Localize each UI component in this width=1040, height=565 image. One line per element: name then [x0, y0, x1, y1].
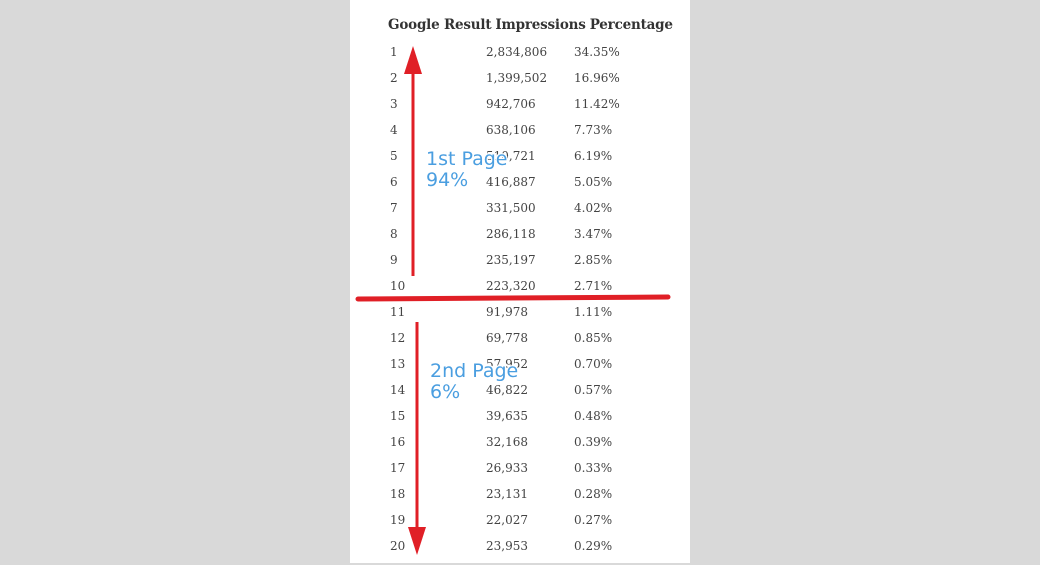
table-row: 9 235,197 2.85%: [350, 253, 690, 279]
table-row: 18 23,131 0.28%: [350, 487, 690, 513]
cell-percentage: 4.02%: [574, 201, 613, 215]
cell-rank: 15: [390, 409, 406, 423]
cell-percentage: 34.35%: [574, 45, 620, 59]
cell-rank: 7: [390, 201, 398, 215]
table-row: 5 510,721 6.19%: [350, 149, 690, 175]
table-row: 17 26,933 0.33%: [350, 461, 690, 487]
header-percentage: Percentage: [589, 17, 673, 33]
cell-impressions: 942,706: [486, 97, 536, 111]
cell-rank: 11: [390, 305, 406, 319]
table-row: 15 39,635 0.48%: [350, 409, 690, 435]
cell-percentage: 16.96%: [574, 71, 620, 85]
cell-impressions: 23,953: [486, 539, 528, 553]
cell-impressions: 331,500: [486, 201, 536, 215]
table-row: 16 32,168 0.39%: [350, 435, 690, 461]
second-page-label: 2nd Page: [430, 360, 519, 382]
cell-rank: 6: [390, 175, 398, 189]
cell-impressions: 416,887: [486, 175, 536, 189]
cell-impressions: 638,106: [486, 123, 536, 137]
cell-rank: 3: [390, 97, 398, 111]
cell-percentage: 7.73%: [574, 123, 613, 137]
table-row: 6 416,887 5.05%: [350, 175, 690, 201]
cell-percentage: 11.42%: [574, 97, 620, 111]
cell-percentage: 0.27%: [574, 513, 613, 527]
cell-impressions: 22,027: [486, 513, 528, 527]
cell-percentage: 3.47%: [574, 227, 613, 241]
cell-impressions: 223,320: [486, 279, 536, 293]
cell-rank: 5: [390, 149, 398, 163]
cell-rank: 17: [390, 461, 406, 475]
cell-percentage: 0.48%: [574, 409, 613, 423]
table-row: 11 91,978 1.11%: [350, 305, 690, 331]
first-page-label: 1st Page: [426, 148, 508, 170]
cell-rank: 18: [390, 487, 406, 501]
cell-impressions: 46,822: [486, 383, 528, 397]
table-row: 2 1,399,502 16.96%: [350, 71, 690, 97]
cell-impressions: 2,834,806: [486, 45, 548, 59]
cell-impressions: 1,399,502: [486, 71, 548, 85]
cell-impressions: 39,635: [486, 409, 528, 423]
cell-rank: 1: [390, 45, 398, 59]
table-header: Google Result Impressions Percentage: [388, 17, 677, 33]
table-row: 7 331,500 4.02%: [350, 201, 690, 227]
cell-rank: 16: [390, 435, 406, 449]
table-row: 3 942,706 11.42%: [350, 97, 690, 123]
cell-impressions: 32,168: [486, 435, 528, 449]
cell-rank: 12: [390, 331, 406, 345]
cell-rank: 14: [390, 383, 406, 397]
document-page: Google Result Impressions Percentage 1 2,83…: [350, 0, 690, 563]
cell-percentage: 2.85%: [574, 253, 613, 267]
cell-percentage: 0.28%: [574, 487, 613, 501]
second-page-share: 6%: [430, 381, 461, 403]
cell-impressions: 91,978: [486, 305, 528, 319]
second-page-callout: 2nd Page 6%: [430, 361, 518, 403]
first-page-share: 94%: [426, 169, 469, 191]
cell-rank: 19: [390, 513, 406, 527]
cell-impressions: 286,118: [486, 227, 536, 241]
cell-impressions: 57,952: [486, 357, 528, 371]
cell-percentage: 0.29%: [574, 539, 613, 553]
cell-percentage: 2.71%: [574, 279, 613, 293]
table-row: 1 2,834,806 34.35%: [350, 45, 690, 71]
cell-percentage: 0.70%: [574, 357, 613, 371]
cell-percentage: 1.11%: [574, 305, 613, 319]
header-impressions: Impressions: [495, 17, 586, 33]
cell-impressions: 23,131: [486, 487, 528, 501]
table-row: 8 286,118 3.47%: [350, 227, 690, 253]
cell-percentage: 0.85%: [574, 331, 613, 345]
cell-impressions: 235,197: [486, 253, 536, 267]
cell-rank: 20: [390, 539, 406, 553]
table-row: 12 69,778 0.85%: [350, 331, 690, 357]
cell-percentage: 0.33%: [574, 461, 613, 475]
table-row: 19 22,027 0.27%: [350, 513, 690, 539]
table-row: 20 23,953 0.29%: [350, 539, 690, 565]
cell-impressions: 26,933: [486, 461, 528, 475]
cell-rank: 13: [390, 357, 406, 371]
table-row: 13 57,952 0.70%: [350, 357, 690, 383]
cell-percentage: 5.05%: [574, 175, 613, 189]
cell-impressions: 510,721: [486, 149, 536, 163]
cell-impressions: 69,778: [486, 331, 528, 345]
header-google-result: Google Result: [388, 17, 492, 33]
cell-percentage: 0.39%: [574, 435, 613, 449]
table-row: 14 46,822 0.57%: [350, 383, 690, 409]
first-page-callout: 1st Page 94%: [426, 149, 507, 191]
table-row: 4 638,106 7.73%: [350, 123, 690, 149]
cell-rank: 4: [390, 123, 398, 137]
cell-rank: 9: [390, 253, 398, 267]
cell-rank: 10: [390, 279, 406, 293]
cell-percentage: 6.19%: [574, 149, 613, 163]
cell-rank: 8: [390, 227, 398, 241]
cell-percentage: 0.57%: [574, 383, 613, 397]
cell-rank: 2: [390, 71, 398, 85]
table-row: 10 223,320 2.71%: [350, 279, 690, 305]
